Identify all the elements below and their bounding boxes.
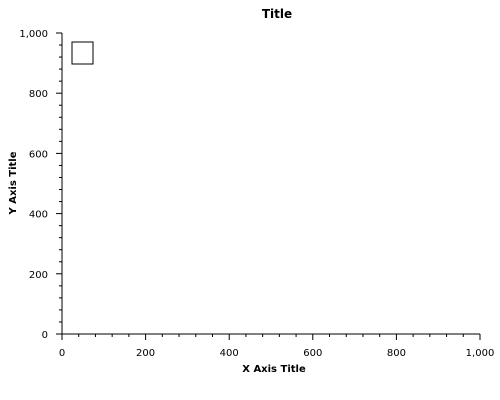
y-tick-label: 800 [29, 89, 48, 100]
y-tick-label: 200 [29, 270, 48, 281]
x-tick-label: 0 [59, 348, 65, 359]
x-axis-title: X Axis Title [242, 364, 306, 375]
plot-area: 0 200 400 600 800 1,000 0 200 400 600 800 1,000 [19, 29, 494, 359]
y-tick-label: 0 [42, 330, 48, 341]
x-tick-label: 600 [303, 348, 322, 359]
y-tick-label: 600 [29, 149, 48, 160]
x-tick-label: 400 [220, 348, 239, 359]
y-tick-label: 1,000 [19, 29, 48, 40]
x-tick-label: 1,000 [466, 348, 495, 359]
x-tick-label: 800 [387, 348, 406, 359]
y-axis-ticks: 0 200 400 600 800 1,000 [19, 29, 62, 341]
x-tick-label: 200 [136, 348, 155, 359]
legend-box [71, 41, 94, 65]
x-axis-ticks: 0 200 400 600 800 1,000 [59, 334, 495, 359]
chart-title: Title [262, 7, 292, 21]
y-axis-title: Y Axis Title [8, 151, 19, 215]
y-tick-label: 400 [29, 210, 48, 221]
